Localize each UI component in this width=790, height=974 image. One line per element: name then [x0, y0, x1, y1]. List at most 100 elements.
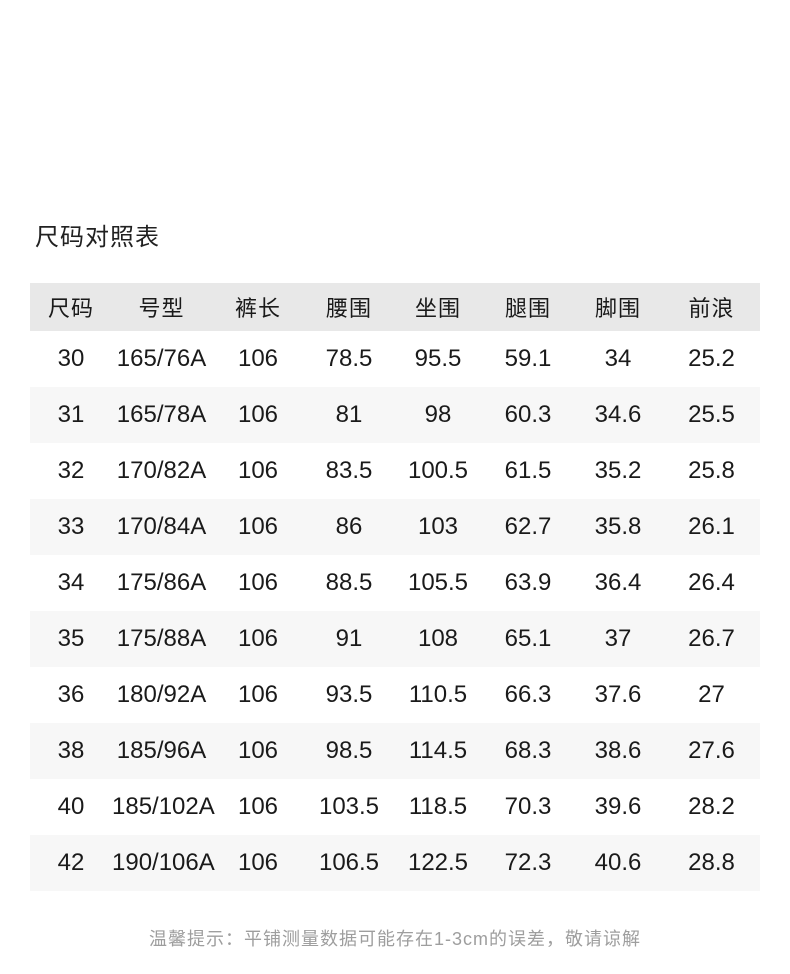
table-cell: 33 — [57, 513, 85, 540]
table-cell: 83.5 — [325, 457, 373, 484]
table-cell: 86 — [335, 513, 363, 540]
column-header-thigh: 腿围 — [483, 283, 573, 331]
table-cell: 98 — [424, 401, 452, 428]
table-cell: 95.5 — [414, 345, 462, 372]
table-cell: 70.3 — [504, 793, 552, 820]
table-cell: 105.5 — [407, 569, 469, 596]
table-cell: 185/102A — [112, 793, 215, 820]
table-cell: 26.7 — [688, 625, 735, 652]
table-cell: 91 — [335, 625, 363, 652]
column-header-hip: 坐围 — [393, 283, 483, 331]
table-cell: 110.5 — [408, 681, 468, 708]
table-cell: 30 — [57, 345, 85, 372]
table-cell: 31 — [57, 401, 85, 428]
table-row: 34 175/86A 106 88.5 105.5 63.9 36.4 26.4 — [30, 555, 760, 611]
table-cell: 106 — [237, 849, 279, 876]
table-cell: 106 — [237, 681, 279, 708]
table-cell: 34.6 — [594, 401, 642, 428]
table-cell: 170/82A — [116, 457, 207, 484]
table-cell: 38.6 — [594, 737, 642, 764]
table-cell: 26.4 — [688, 569, 735, 596]
table-cell: 108 — [417, 625, 459, 652]
table-cell: 185/96A — [116, 737, 207, 764]
table-row: 42 190/106A 106 106.5 122.5 72.3 40.6 28.8 — [30, 835, 760, 891]
table-row: 36 180/92A 106 93.5 110.5 66.3 37.6 27 — [30, 667, 760, 723]
table-header-row: 尺码 号型 裤长 腰围 坐围 腿围 脚围 前浪 — [30, 283, 760, 331]
table-cell: 175/86A — [116, 569, 207, 596]
table-cell: 28.2 — [688, 793, 735, 820]
table-cell: 72.3 — [504, 849, 552, 876]
table-row: 32 170/82A 106 83.5 100.5 61.5 35.2 25.8 — [30, 443, 760, 499]
table-cell: 165/78A — [116, 401, 207, 428]
table-cell: 35 — [57, 625, 85, 652]
table-row: 40 185/102A 106 103.5 118.5 70.3 39.6 28.2 — [30, 779, 760, 835]
table-row: 30 165/76A 106 78.5 95.5 59.1 34 25.2 — [30, 331, 760, 387]
table-cell: 39.6 — [594, 793, 642, 820]
table-cell: 93.5 — [325, 681, 373, 708]
table-row: 33 170/84A 106 86 103 62.7 35.8 26.1 — [30, 499, 760, 555]
table-cell: 27.6 — [688, 737, 735, 764]
table-cell: 32 — [57, 457, 85, 484]
table-cell: 165/76A — [116, 345, 207, 372]
table-cell: 25.2 — [688, 345, 735, 372]
table-cell: 62.7 — [504, 513, 552, 540]
table-cell: 106 — [237, 737, 279, 764]
column-header-waist: 腰围 — [305, 283, 393, 331]
table-body: 30 165/76A 106 78.5 95.5 59.1 34 25.2 31 165/78A 1… — [30, 331, 760, 891]
table-cell: 27 — [698, 681, 725, 708]
table-cell: 106 — [237, 345, 279, 372]
table-cell: 26.1 — [688, 513, 735, 540]
table-cell: 106 — [237, 569, 279, 596]
table-cell: 100.5 — [407, 457, 469, 484]
column-header-model-type: 号型 — [112, 283, 211, 331]
table-cell: 25.8 — [688, 457, 735, 484]
table-cell: 63.9 — [504, 569, 552, 596]
table-cell: 98.5 — [325, 737, 373, 764]
size-chart-table: 尺码 号型 裤长 腰围 坐围 腿围 脚围 前浪 30 165/76A 106 78.5… — [30, 283, 760, 891]
table-cell: 175/88A — [116, 625, 207, 652]
table-row: 31 165/78A 106 81 98 60.3 34.6 25.5 — [30, 387, 760, 443]
table-cell: 118.5 — [408, 793, 468, 820]
table-cell: 25.5 — [688, 401, 735, 428]
table-cell: 65.1 — [504, 625, 552, 652]
table-cell: 35.8 — [594, 513, 642, 540]
table-cell: 106 — [237, 513, 279, 540]
table-cell: 88.5 — [325, 569, 373, 596]
table-cell: 36 — [57, 681, 85, 708]
table-row: 35 175/88A 106 91 108 65.1 37 26.7 — [30, 611, 760, 667]
table-cell: 190/106A — [112, 849, 215, 876]
table-cell: 68.3 — [504, 737, 552, 764]
column-header-leg-opening: 脚围 — [573, 283, 663, 331]
table-cell: 37.6 — [594, 681, 642, 708]
table-cell: 28.8 — [688, 849, 735, 876]
table-cell: 78.5 — [325, 345, 373, 372]
table-cell: 38 — [57, 737, 85, 764]
page-title: 尺码对照表 — [35, 224, 160, 251]
column-header-size: 尺码 — [30, 283, 112, 331]
table-cell: 106 — [237, 625, 279, 652]
table-cell: 34 — [57, 569, 85, 596]
table-cell: 42 — [57, 849, 85, 876]
table-cell: 106 — [237, 457, 279, 484]
table-cell: 170/84A — [116, 513, 207, 540]
table-cell: 106.5 — [318, 849, 380, 876]
table-cell: 122.5 — [407, 849, 469, 876]
table-cell: 40.6 — [594, 849, 642, 876]
table-cell: 66.3 — [504, 681, 552, 708]
table-cell: 81 — [335, 401, 363, 428]
column-header-pant-length: 裤长 — [211, 283, 305, 331]
table-cell: 37 — [604, 625, 632, 652]
table-cell: 61.5 — [504, 457, 552, 484]
table-cell: 114.5 — [408, 737, 468, 764]
table-cell: 180/92A — [116, 681, 207, 708]
table-cell: 106 — [237, 401, 279, 428]
table-cell: 59.1 — [504, 345, 552, 372]
table-cell: 34 — [604, 345, 632, 372]
table-cell: 60.3 — [504, 401, 552, 428]
table-cell: 36.4 — [594, 569, 642, 596]
table-cell: 103 — [417, 513, 459, 540]
table-cell: 106 — [237, 793, 279, 820]
table-row: 38 185/96A 106 98.5 114.5 68.3 38.6 27.6 — [30, 723, 760, 779]
table-cell: 35.2 — [594, 457, 642, 484]
